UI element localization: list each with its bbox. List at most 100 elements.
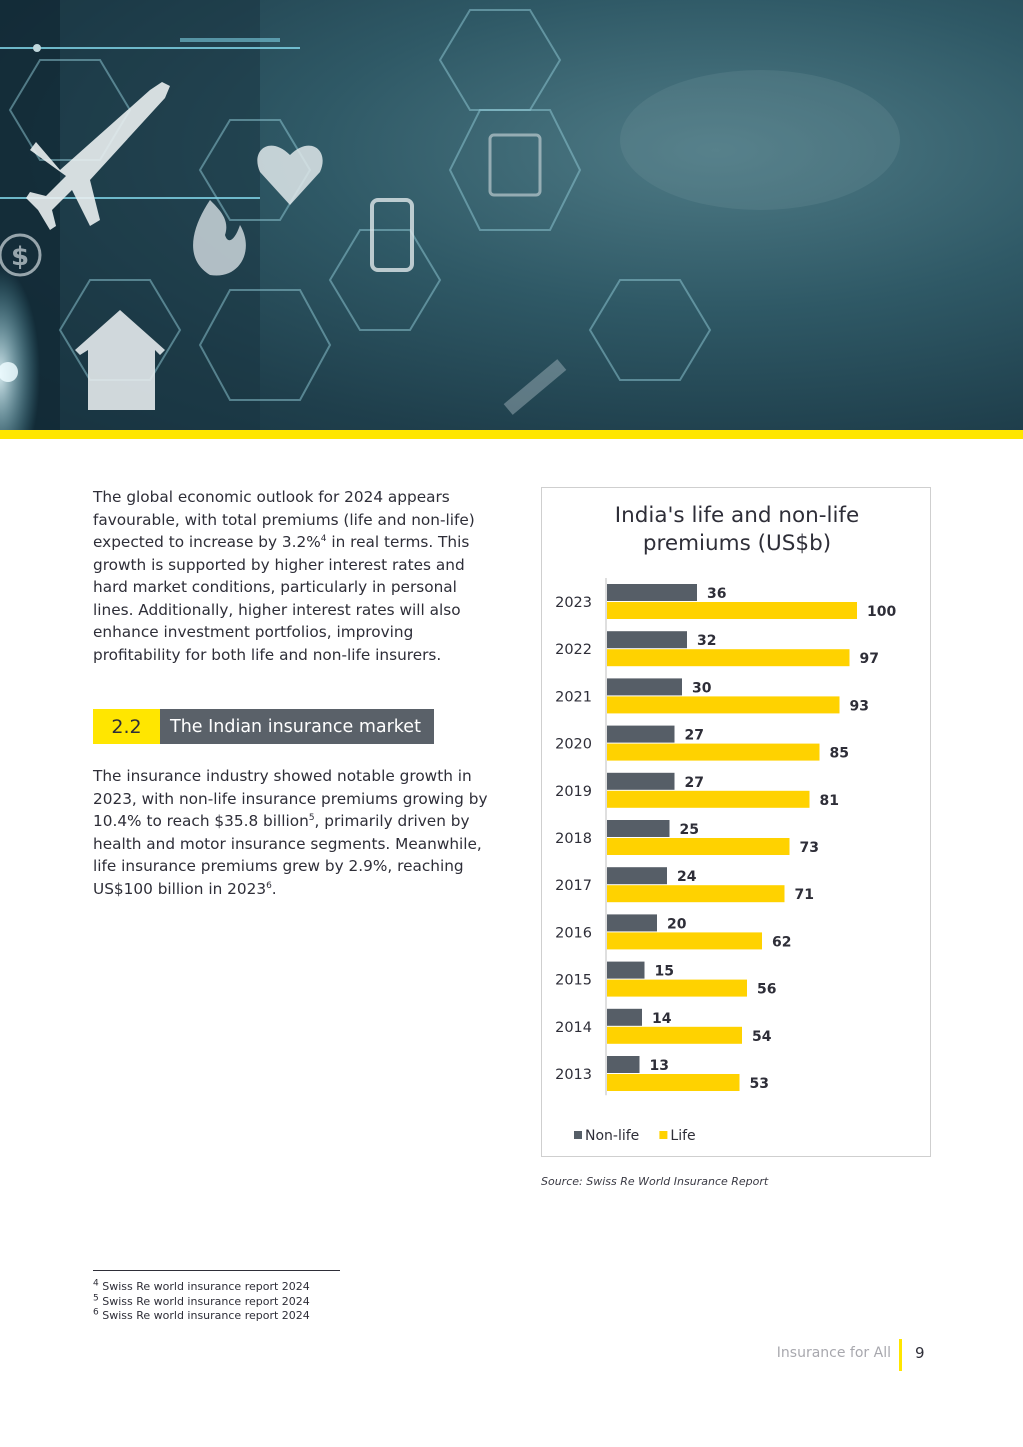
intro-paragraph: The global economic outlook for 2024 app… [93,486,488,666]
data-label: 100 [867,604,896,620]
market-paragraph: The insurance industry showed notable gr… [93,765,488,900]
footnote-item: 6 Swiss Re world insurance report 2024 [93,1307,310,1324]
footer-divider [899,1339,902,1371]
legend-label: Non-life [585,1128,639,1144]
bar-non-life [607,631,687,649]
clipboard-icon [488,133,542,197]
category-label: 2016 [555,925,592,941]
data-label: 20 [667,916,687,932]
bar-life [607,979,747,997]
chart-legend: Non-life Life [574,1128,696,1144]
chart-title-line2: premiums (US$b) [642,531,832,556]
category-label: 2023 [555,595,592,611]
phone-icon [370,198,414,272]
bar-life [607,932,762,950]
category-label: 2018 [555,831,592,847]
category-label: 2020 [555,737,592,753]
intro-text-part1: The global economic outlook for 2024 app… [93,488,475,551]
footnotes: 4 Swiss Re world insurance report 2024 5… [93,1278,310,1324]
footnote-text: Swiss Re world insurance report 2024 [98,1280,310,1293]
bar-life [607,1026,742,1044]
bar-life [607,602,857,619]
legend-label: Life [670,1128,695,1144]
footnote-ref: 4 [320,533,327,544]
chart-plot: 2023 36 100 2022 32 97 2021 30 93 2020 27 85 2019 27 8… [555,578,896,1144]
footnote-divider [93,1270,340,1271]
section-number: 2.2 [93,709,160,744]
footnote-ref: 5 [308,812,315,823]
data-label: 32 [697,633,716,649]
legend-swatch [574,1131,582,1139]
category-label: 2013 [555,1067,592,1083]
bar-life [607,696,840,714]
data-label: 15 [655,964,674,980]
data-label: 97 [860,651,879,667]
section-title: The Indian insurance market [160,709,434,744]
market-text-part1: The insurance industry showed notable gr… [93,767,488,830]
bar-life [607,885,785,903]
data-label: 36 [707,586,726,602]
data-label: 56 [757,982,776,998]
bar-non-life [607,914,657,932]
footer-title: Insurance for All [776,1345,891,1361]
footnote-item: 5 Swiss Re world insurance report 2024 [93,1293,310,1310]
hero-illustration: $ [0,0,900,430]
data-label: 53 [750,1076,769,1092]
category-label: 2014 [555,1020,592,1036]
section-heading: 2.2 The Indian insurance market [93,709,434,744]
bar-life [607,743,820,761]
bar-non-life [607,820,670,837]
bar-life [607,1074,740,1091]
fire-icon [193,200,246,276]
bar-life [607,649,850,667]
bar-life [607,790,810,808]
airplane-icon [26,82,170,230]
footnote-text: Swiss Re world insurance report 2024 [98,1309,310,1322]
bar-non-life [607,961,645,979]
data-label: 81 [820,793,839,809]
heart-icon [257,145,323,205]
data-label: 14 [652,1011,672,1027]
bar-non-life [607,1056,640,1073]
svg-text:$: $ [11,242,29,272]
data-label: 13 [650,1058,669,1074]
category-label: 2019 [555,784,592,800]
category-label: 2015 [555,973,592,989]
footnote-number: 4 [93,1278,99,1289]
category-label: 2022 [555,642,592,658]
footnote-ref: 6 [266,880,272,891]
bar-life [607,838,790,855]
data-label: 73 [800,840,819,856]
chart-bars: 2023 36 100 2022 32 97 2021 30 93 2020 27 85 2019 27 8… [555,578,896,1096]
data-label: 27 [685,775,704,791]
data-label: 93 [850,698,869,714]
footnote-text: Swiss Re world insurance report 2024 [98,1294,310,1308]
footnote-item: 4 Swiss Re world insurance report 2024 [93,1278,310,1295]
intro-text-part2: in real terms. This growth is supported … [93,533,470,664]
market-text-part3: . [271,879,277,898]
bar-non-life [607,584,697,601]
dollar-icon: $ [0,233,42,277]
category-label: 2021 [555,689,592,705]
chart-source: Source: Swiss Re World Insurance Report [541,1175,769,1188]
page-number: 9 [915,1344,925,1362]
data-label: 30 [692,680,712,696]
bar-non-life [607,867,667,885]
data-label: 85 [830,746,849,762]
hero-accent-band [0,430,1023,439]
bar-non-life [607,678,682,696]
data-label: 25 [680,822,699,838]
bar-non-life [607,725,675,743]
data-label: 62 [772,934,791,950]
premiums-chart: India's life and non-life premiums (US$b… [541,487,931,1157]
chart-title-line1: India's life and non-life [614,503,860,528]
category-label: 2017 [555,878,592,894]
legend-swatch [659,1131,668,1139]
chart-title: India's life and non-life premiums (US$b… [542,502,932,558]
hero-image: $ [0,0,1023,430]
bar-non-life [607,772,675,790]
gavel-icon [503,359,567,415]
data-label: 27 [685,728,704,744]
bar-non-life [607,1008,642,1026]
footnote-number: 6 [93,1307,99,1318]
